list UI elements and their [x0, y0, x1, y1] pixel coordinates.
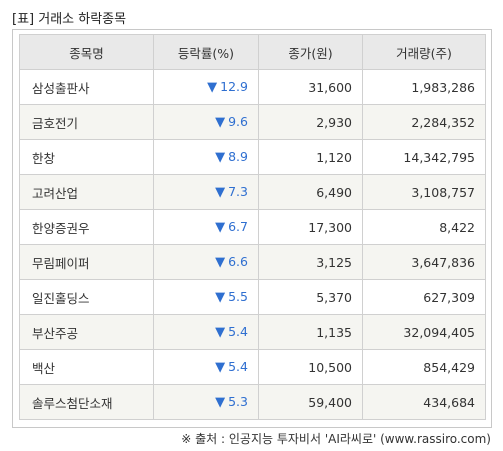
close-price: 59,400 — [258, 384, 363, 420]
trade-volume: 3,647,836 — [362, 244, 486, 280]
stock-name: 한창 — [19, 139, 154, 175]
stock-name: 삼성출판사 — [19, 69, 154, 105]
table-row: 백산 ▼ 5.4 10,500 854,429 — [19, 349, 486, 385]
table-row: 무림페이퍼 ▼ 6.6 3,125 3,647,836 — [19, 244, 486, 280]
trade-volume: 2,284,352 — [362, 104, 486, 140]
table-header-row: 종목명 등락률(%) 종가(원) 거래량(주) — [19, 34, 486, 70]
change-rate-value: 5.3 — [228, 394, 248, 409]
stock-name: 금호전기 — [19, 104, 154, 140]
change-rate-value: 5.4 — [228, 359, 248, 374]
header-close-price: 종가(원) — [258, 34, 363, 70]
table-row: 고려산업 ▼ 7.3 6,490 3,108,757 — [19, 174, 486, 210]
change-rate: ▼ 12.9 — [153, 69, 259, 105]
change-rate: ▼ 8.9 — [153, 139, 259, 175]
down-arrow-icon: ▼ — [215, 255, 226, 270]
change-rate: ▼ 5.5 — [153, 279, 259, 315]
table-row: 일진홀딩스 ▼ 5.5 5,370 627,309 — [19, 279, 486, 315]
change-rate: ▼ 6.7 — [153, 209, 259, 245]
stock-name: 솔루스첨단소재 — [19, 384, 154, 420]
trade-volume: 1,983,286 — [362, 69, 486, 105]
down-arrow-icon: ▼ — [207, 80, 218, 95]
table-frame: 종목명 등락률(%) 종가(원) 거래량(주) 삼성출판사 ▼ 12.9 31,6… — [12, 29, 492, 428]
change-rate-value: 9.6 — [228, 114, 248, 129]
table-row: 한창 ▼ 8.9 1,120 14,342,795 — [19, 139, 486, 175]
close-price: 17,300 — [258, 209, 363, 245]
stock-name: 백산 — [19, 349, 154, 385]
close-price: 1,120 — [258, 139, 363, 175]
stock-name: 고려산업 — [19, 174, 154, 210]
change-rate: ▼ 6.6 — [153, 244, 259, 280]
table-row: 금호전기 ▼ 9.6 2,930 2,284,352 — [19, 104, 486, 140]
change-rate: ▼ 5.3 — [153, 384, 259, 420]
header-change-rate: 등락률(%) — [153, 34, 259, 70]
trade-volume: 8,422 — [362, 209, 486, 245]
down-arrow-icon: ▼ — [215, 290, 226, 305]
stock-name: 한양증권우 — [19, 209, 154, 245]
change-rate-value: 8.9 — [228, 149, 248, 164]
trade-volume: 32,094,405 — [362, 314, 486, 350]
trade-volume: 3,108,757 — [362, 174, 486, 210]
change-rate-value: 5.4 — [228, 324, 248, 339]
falling-stocks-table: 종목명 등락률(%) 종가(원) 거래량(주) 삼성출판사 ▼ 12.9 31,6… — [19, 34, 486, 420]
down-arrow-icon: ▼ — [215, 325, 226, 340]
close-price: 1,135 — [258, 314, 363, 350]
down-arrow-icon: ▼ — [215, 395, 226, 410]
trade-volume: 434,684 — [362, 384, 486, 420]
stock-name: 무림페이퍼 — [19, 244, 154, 280]
close-price: 31,600 — [258, 69, 363, 105]
change-rate: ▼ 5.4 — [153, 314, 259, 350]
close-price: 3,125 — [258, 244, 363, 280]
down-arrow-icon: ▼ — [215, 220, 226, 235]
down-arrow-icon: ▼ — [215, 150, 226, 165]
down-arrow-icon: ▼ — [215, 360, 226, 375]
change-rate: ▼ 7.3 — [153, 174, 259, 210]
table-row: 솔루스첨단소재 ▼ 5.3 59,400 434,684 — [19, 384, 486, 420]
change-rate-value: 6.7 — [228, 219, 248, 234]
source-note: ※ 출처 : 인공지능 투자비서 'AI라씨로' (www.rassiro.co… — [181, 432, 491, 446]
change-rate-value: 6.6 — [228, 254, 248, 269]
stock-name: 부산주공 — [19, 314, 154, 350]
down-arrow-icon: ▼ — [215, 115, 226, 130]
stock-name: 일진홀딩스 — [19, 279, 154, 315]
page-title: [표] 거래소 하락종목 — [12, 12, 127, 27]
header-stock-name: 종목명 — [19, 34, 154, 70]
change-rate-value: 7.3 — [228, 184, 248, 199]
table-row: 부산주공 ▼ 5.4 1,135 32,094,405 — [19, 314, 486, 350]
change-rate-value: 5.5 — [228, 289, 248, 304]
table-row: 한양증권우 ▼ 6.7 17,300 8,422 — [19, 209, 486, 245]
table-row: 삼성출판사 ▼ 12.9 31,600 1,983,286 — [19, 69, 486, 105]
change-rate: ▼ 9.6 — [153, 104, 259, 140]
close-price: 5,370 — [258, 279, 363, 315]
change-rate-value: 12.9 — [220, 79, 248, 94]
down-arrow-icon: ▼ — [215, 185, 226, 200]
trade-volume: 854,429 — [362, 349, 486, 385]
trade-volume: 627,309 — [362, 279, 486, 315]
close-price: 2,930 — [258, 104, 363, 140]
header-volume: 거래량(주) — [362, 34, 486, 70]
close-price: 6,490 — [258, 174, 363, 210]
close-price: 10,500 — [258, 349, 363, 385]
change-rate: ▼ 5.4 — [153, 349, 259, 385]
trade-volume: 14,342,795 — [362, 139, 486, 175]
